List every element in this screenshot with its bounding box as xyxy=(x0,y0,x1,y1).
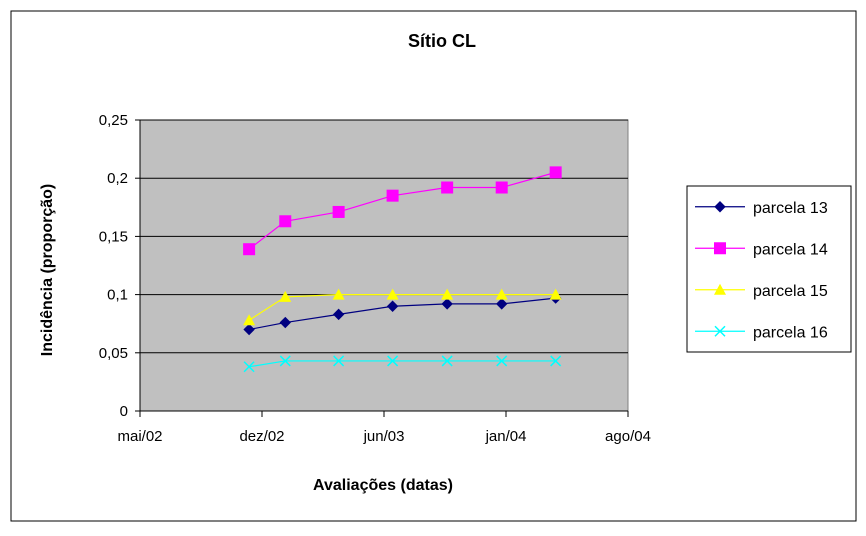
data-point xyxy=(243,323,255,336)
data-point xyxy=(495,298,508,310)
data-point xyxy=(279,290,292,302)
plot-area xyxy=(139,119,629,412)
y-tick-label: 0,2 xyxy=(107,170,128,187)
x-tick-label: jun/03 xyxy=(363,428,405,445)
series-parcela-15 xyxy=(243,288,562,326)
series-parcela-16 xyxy=(243,355,562,373)
series-parcela-13 xyxy=(243,292,562,336)
axes xyxy=(139,120,629,417)
series-parcela-14 xyxy=(243,166,562,256)
y-tick-label: 0,25 xyxy=(99,112,128,129)
y-tick-labels: 0 0,05 0,1 0,15 0,2 0,25 xyxy=(99,112,128,420)
data-point xyxy=(279,355,291,367)
legend-marker xyxy=(714,242,726,255)
legend-marker xyxy=(714,201,726,213)
data-point xyxy=(441,288,454,300)
data-point xyxy=(332,308,345,321)
legend-marker xyxy=(714,325,726,337)
data-point xyxy=(279,316,291,329)
x-tick-label: dez/02 xyxy=(239,428,284,445)
legend-label: parcela 16 xyxy=(753,324,828,341)
data-point xyxy=(495,181,508,194)
data-point xyxy=(333,355,345,367)
legend-item: parcela 13 xyxy=(695,200,828,217)
series-layer xyxy=(243,166,562,373)
data-point xyxy=(496,355,508,367)
data-point xyxy=(441,355,453,367)
y-tick-label: 0,15 xyxy=(99,228,128,245)
data-point xyxy=(243,314,256,326)
legend-marker xyxy=(714,283,726,295)
x-tick-labels: mai/02 dez/02 jun/03 jan/04 ago/04 xyxy=(117,428,650,445)
data-point xyxy=(495,288,508,300)
x-tick-label: ago/04 xyxy=(605,428,651,445)
legend-label: parcela 14 xyxy=(753,241,828,258)
data-point xyxy=(441,298,453,310)
y-axis-label: Incidência (proporção) xyxy=(39,184,56,356)
data-point xyxy=(441,181,454,194)
x-axis-label: Avaliações (datas) xyxy=(313,477,453,494)
data-point xyxy=(243,361,255,373)
data-point xyxy=(386,288,399,300)
data-point xyxy=(549,166,562,179)
legend-box xyxy=(686,185,852,353)
data-point xyxy=(332,205,345,218)
data-point xyxy=(550,355,562,367)
data-point xyxy=(386,300,399,312)
y-tick-label: 0 xyxy=(120,403,128,420)
legend-label: parcela 13 xyxy=(753,200,828,217)
gridlines xyxy=(135,119,628,412)
data-point xyxy=(386,189,399,202)
chart-title: Sítio CL xyxy=(408,31,476,51)
legend-item: parcela 15 xyxy=(695,283,828,300)
data-point xyxy=(549,288,562,300)
data-point xyxy=(387,355,399,367)
legend-item: parcela 16 xyxy=(695,324,828,341)
y-tick-label: 0,05 xyxy=(99,345,128,362)
y-tick-label: 0,1 xyxy=(107,287,128,304)
x-tick-label: jan/04 xyxy=(485,428,527,445)
legend-item: parcela 14 xyxy=(695,241,828,258)
data-point xyxy=(279,215,292,228)
legend: parcela 13 parcela 14 parcela 15 parcela 16 xyxy=(686,185,852,353)
x-tick-label: mai/02 xyxy=(117,428,162,445)
data-point xyxy=(243,243,256,256)
data-point xyxy=(332,288,345,300)
legend-label: parcela 15 xyxy=(753,283,828,300)
